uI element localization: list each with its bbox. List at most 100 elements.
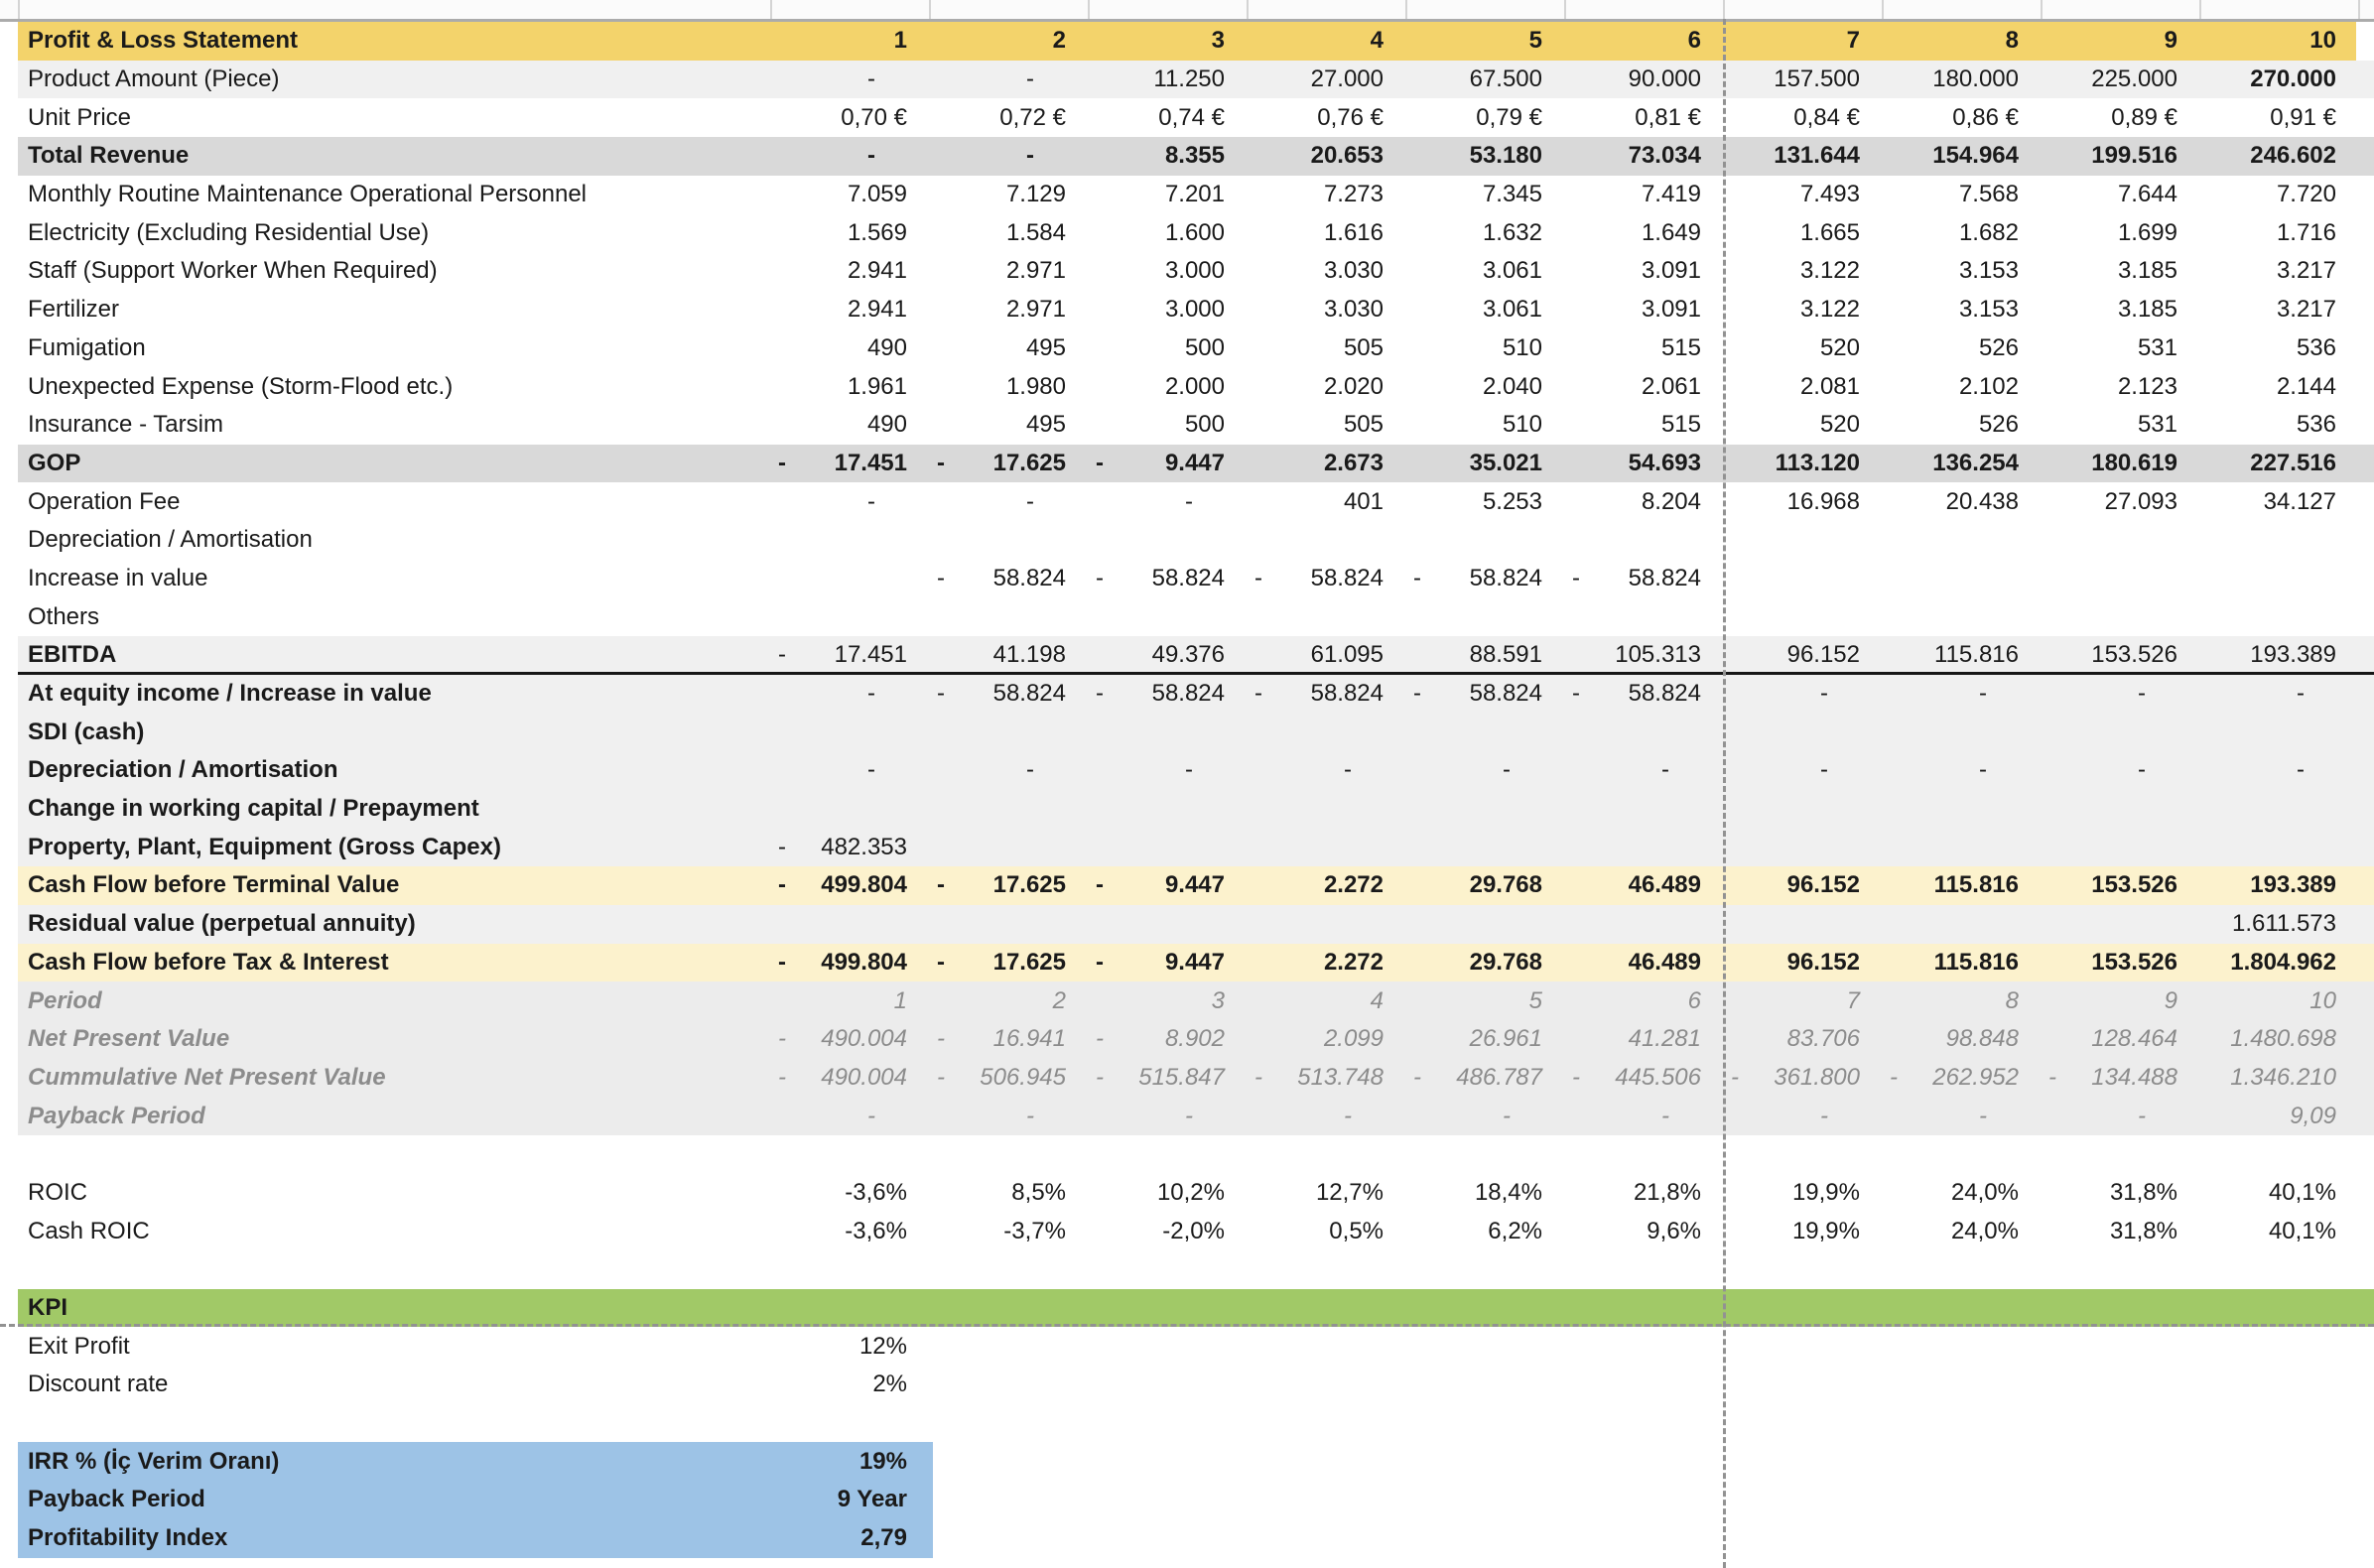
- value-cell-col1[interactable]: -: [770, 65, 929, 93]
- value-cell-col1[interactable]: -: [770, 756, 929, 784]
- value-cell-col3[interactable]: -: [1088, 488, 1247, 516]
- value-cell-col3[interactable]: -9.447: [1088, 871, 1247, 899]
- value-cell-col7[interactable]: 3.122: [1723, 257, 1882, 285]
- value-cell-col10[interactable]: 40,1%: [2199, 1179, 2358, 1207]
- value-cell-col6[interactable]: 73.034: [1564, 142, 1723, 170]
- value-cell-col7[interactable]: 7: [1723, 987, 1882, 1015]
- value-cell-col2[interactable]: -17.625: [929, 871, 1088, 899]
- value-cell-col7[interactable]: 520: [1723, 334, 1882, 362]
- row-label-cell[interactable]: Depreciation / Amortisation: [18, 526, 770, 554]
- value-cell-col4[interactable]: -58.824: [1247, 680, 1405, 708]
- value-cell-col7[interactable]: 157.500: [1723, 65, 1882, 93]
- value-cell-col1[interactable]: 1.961: [770, 373, 929, 401]
- value-cell-col2[interactable]: 2: [929, 987, 1088, 1015]
- row-label-cell[interactable]: At equity income / Increase in value: [18, 680, 770, 708]
- value-cell-col6[interactable]: -: [1564, 1103, 1723, 1130]
- value-cell-col9[interactable]: 199.516: [2041, 142, 2199, 170]
- value-cell-col3[interactable]: -9.447: [1088, 450, 1247, 477]
- row-label-cell[interactable]: Net Present Value: [18, 1025, 770, 1053]
- value-cell-col2[interactable]: -: [929, 1103, 1088, 1130]
- value-cell-col1[interactable]: 490: [770, 411, 929, 439]
- value-cell-col2[interactable]: 1.980: [929, 373, 1088, 401]
- value-cell-col9[interactable]: 225.000: [2041, 65, 2199, 93]
- value-cell-col7[interactable]: 2.081: [1723, 373, 1882, 401]
- value-cell-col9[interactable]: 531: [2041, 411, 2199, 439]
- value-cell-col3[interactable]: 49.376: [1088, 641, 1247, 669]
- value-cell-col7[interactable]: 3.122: [1723, 296, 1882, 324]
- value-cell-col8[interactable]: 20.438: [1882, 488, 2041, 516]
- value-cell-col10[interactable]: 227.516: [2199, 450, 2358, 477]
- value-cell-col1[interactable]: 2,79: [770, 1524, 929, 1552]
- row-label-cell[interactable]: Others: [18, 603, 770, 631]
- value-cell-col10[interactable]: 0,91 €: [2199, 104, 2358, 132]
- value-cell-col7[interactable]: 520: [1723, 411, 1882, 439]
- value-cell-col3[interactable]: 10,2%: [1088, 1179, 1247, 1207]
- value-cell-col1[interactable]: -: [770, 1103, 929, 1130]
- row-label-cell[interactable]: Cummulative Net Present Value: [18, 1064, 770, 1092]
- value-cell-col3[interactable]: 8.355: [1088, 142, 1247, 170]
- value-cell-col5[interactable]: 2.040: [1405, 373, 1564, 401]
- value-cell-col9[interactable]: 7.644: [2041, 181, 2199, 208]
- value-cell-col6[interactable]: 9,6%: [1564, 1218, 1723, 1245]
- value-cell-col8[interactable]: -: [1882, 756, 2041, 784]
- value-cell-col2[interactable]: -16.941: [929, 1025, 1088, 1053]
- row-label-cell[interactable]: Cash ROIC: [18, 1218, 770, 1245]
- value-cell-col2[interactable]: -506.945: [929, 1064, 1088, 1092]
- value-cell-col7[interactable]: -: [1723, 1103, 1882, 1130]
- row-label-cell[interactable]: Change in working capital / Prepayment: [18, 795, 770, 823]
- value-cell-col7[interactable]: -: [1723, 680, 1882, 708]
- value-cell-col5[interactable]: -: [1405, 756, 1564, 784]
- value-cell-col2[interactable]: -58.824: [929, 565, 1088, 592]
- value-cell-col6[interactable]: 54.693: [1564, 450, 1723, 477]
- value-cell-col4[interactable]: 2.020: [1247, 373, 1405, 401]
- value-cell-col4[interactable]: 12,7%: [1247, 1179, 1405, 1207]
- value-cell-col8[interactable]: 98.848: [1882, 1025, 2041, 1053]
- row-label-cell[interactable]: Profit & Loss Statement: [18, 27, 770, 55]
- value-cell-col8[interactable]: 526: [1882, 334, 2041, 362]
- value-cell-col10[interactable]: 3.217: [2199, 257, 2358, 285]
- value-cell-col9[interactable]: 27.093: [2041, 488, 2199, 516]
- value-cell-col3[interactable]: 1.600: [1088, 219, 1247, 247]
- value-cell-col5[interactable]: 29.768: [1405, 871, 1564, 899]
- value-cell-col4[interactable]: 2.272: [1247, 871, 1405, 899]
- value-cell-col3[interactable]: 2.000: [1088, 373, 1247, 401]
- row-label-cell[interactable]: Product Amount (Piece): [18, 65, 770, 93]
- value-cell-col3[interactable]: 500: [1088, 334, 1247, 362]
- row-label-cell[interactable]: Unit Price: [18, 104, 770, 132]
- value-cell-col5[interactable]: 510: [1405, 411, 1564, 439]
- value-cell-col1[interactable]: 490: [770, 334, 929, 362]
- value-cell-col2[interactable]: 2: [929, 27, 1088, 55]
- value-cell-col5[interactable]: -: [1405, 1103, 1564, 1130]
- value-cell-col6[interactable]: 90.000: [1564, 65, 1723, 93]
- value-cell-col7[interactable]: 96.152: [1723, 641, 1882, 669]
- value-cell-col2[interactable]: 2.971: [929, 296, 1088, 324]
- value-cell-col10[interactable]: 536: [2199, 411, 2358, 439]
- value-cell-col8[interactable]: -: [1882, 1103, 2041, 1130]
- value-cell-col4[interactable]: -: [1247, 756, 1405, 784]
- row-label-cell[interactable]: Exit Profit: [18, 1333, 770, 1361]
- value-cell-col1[interactable]: 1: [770, 987, 929, 1015]
- value-cell-col10[interactable]: 270.000: [2199, 65, 2358, 93]
- row-label-cell[interactable]: SDI (cash): [18, 719, 770, 746]
- value-cell-col8[interactable]: -: [1882, 680, 2041, 708]
- row-label-cell[interactable]: Payback Period: [18, 1486, 770, 1513]
- value-cell-col3[interactable]: 0,74 €: [1088, 104, 1247, 132]
- value-cell-col3[interactable]: 3.000: [1088, 257, 1247, 285]
- row-label-cell[interactable]: Cash Flow before Tax & Interest: [18, 949, 770, 977]
- value-cell-col10[interactable]: 193.389: [2199, 641, 2358, 669]
- value-cell-col10[interactable]: 40,1%: [2199, 1218, 2358, 1245]
- row-label-cell[interactable]: Fumigation: [18, 334, 770, 362]
- value-cell-col1[interactable]: 1.569: [770, 219, 929, 247]
- value-cell-col7[interactable]: 7: [1723, 27, 1882, 55]
- value-cell-col1[interactable]: 2.941: [770, 257, 929, 285]
- value-cell-col2[interactable]: -3,7%: [929, 1218, 1088, 1245]
- value-cell-col2[interactable]: -17.625: [929, 949, 1088, 977]
- value-cell-col5[interactable]: 0,79 €: [1405, 104, 1564, 132]
- value-cell-col5[interactable]: 5.253: [1405, 488, 1564, 516]
- row-label-cell[interactable]: Payback Period: [18, 1103, 770, 1130]
- value-cell-col9[interactable]: 3.185: [2041, 296, 2199, 324]
- value-cell-col1[interactable]: 12%: [770, 1333, 929, 1361]
- row-label-cell[interactable]: Unexpected Expense (Storm-Flood etc.): [18, 373, 770, 401]
- value-cell-col5[interactable]: 5: [1405, 27, 1564, 55]
- value-cell-col1[interactable]: -3,6%: [770, 1218, 929, 1245]
